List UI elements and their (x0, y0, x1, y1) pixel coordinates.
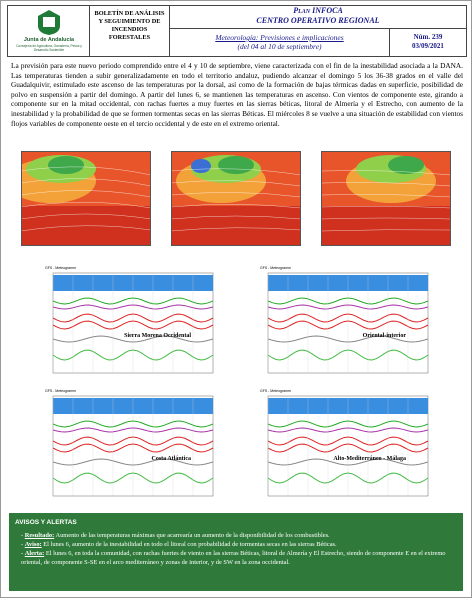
alerts-title: AVISOS Y ALERTAS (15, 518, 463, 527)
logo-cell: Junta de Andalucía Consejería de Agricul… (8, 6, 90, 56)
meteogram-source: GFS - Meteogramm (45, 266, 76, 270)
meteogram-source: GFS - Meteogramm (260, 389, 291, 393)
meteogram-source: GFS - Meteogramm (45, 389, 76, 393)
bulletin-cell: BOLETÍN DE ANÁLISIS Y SEGUIMIENTO DE INC… (90, 6, 170, 56)
map-blob (191, 159, 211, 173)
section: Meteorología: Previsiones e implicacione… (170, 33, 389, 42)
number-cell: Núm. 239 03/09/2021 (390, 29, 466, 56)
alert-label: Aviso: (25, 541, 42, 548)
meteogram: GFS - Meteogramm Alto-Mediterráneo - Mála… (256, 386, 432, 502)
plan: Plan INFOCA (170, 6, 466, 16)
alert-text: Aumento de las temperaturas máximas que … (55, 532, 329, 539)
center: CENTRO OPERATIVO REGIONAL (170, 16, 466, 26)
summary: La previsión para este nuevo periodo com… (11, 61, 463, 128)
meteogram-label: Oriental-interior (363, 333, 407, 339)
bulletin-title: BOLETÍN DE ANÁLISIS Y SEGUIMIENTO DE INC… (95, 10, 165, 41)
date: 03/09/2021 (390, 42, 466, 51)
number: Núm. 239 (390, 33, 466, 42)
meteogram: GFS - Meteogramm Sierra Morena Occidental (41, 263, 217, 379)
page: Junta de Andalucía Consejería de Agricul… (0, 0, 472, 598)
logo-name: Junta de Andalucía (8, 37, 90, 43)
meteogram-label: Sierra Morena Occidental (124, 333, 191, 339)
map-blob (218, 156, 254, 174)
map-band (321, 206, 451, 246)
alert-list: - Resultado: Aumento de las temperaturas… (9, 531, 463, 567)
alerts: AVISOS Y ALERTAS - Resultado: Aumento de… (9, 513, 463, 591)
alert-text: El lunes 6, aumento de la inestabilidad … (43, 541, 336, 548)
header: Junta de Andalucía Consejería de Agricul… (7, 5, 467, 57)
alert-item: - Alerta: El lunes 6, en toda la comunid… (21, 549, 463, 567)
alert-text: El lunes 6, en toda la comunidad, con ra… (21, 550, 446, 566)
section-cell: Meteorología: Previsiones e implicacione… (170, 29, 390, 56)
weather-map (171, 151, 301, 246)
meteogram-label: Costa Atlántica (152, 456, 192, 462)
logo-department: Consejería de Agricultura, Ganadería, Pe… (11, 44, 87, 52)
map-band (171, 206, 301, 246)
alert-label: Resultado: (25, 532, 54, 539)
alert-label: Alerta: (25, 550, 45, 557)
plan-cell: Plan INFOCA CENTRO OPERATIVO REGIONAL (170, 6, 466, 29)
weather-map (321, 151, 451, 246)
logo-icon (34, 8, 64, 36)
meteogram: GFS - Meteogramm Costa Atlántica (41, 386, 217, 502)
meteogram-source: GFS - Meteogramm (260, 266, 291, 270)
period: (del 04 al 10 de septiembre) (170, 42, 389, 51)
map-blob (48, 156, 84, 174)
weather-map (21, 151, 151, 246)
meteogram-label: Alto-Mediterráneo - Málaga (333, 456, 406, 462)
meteogram: GFS - Meteogramm Oriental-interior (256, 263, 432, 379)
alert-item: - Resultado: Aumento de las temperaturas… (21, 531, 463, 540)
alert-item: - Aviso: El lunes 6, aumento de la inest… (21, 540, 463, 549)
